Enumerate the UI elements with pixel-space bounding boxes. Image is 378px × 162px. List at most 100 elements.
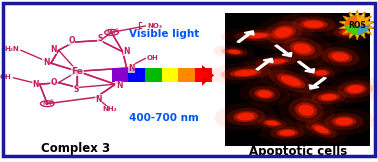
Text: NH: NH	[107, 30, 116, 35]
FancyArrow shape	[309, 77, 326, 89]
Ellipse shape	[308, 67, 335, 79]
Ellipse shape	[279, 130, 295, 136]
Text: 400-700 nm: 400-700 nm	[130, 113, 199, 123]
Ellipse shape	[243, 53, 309, 70]
Ellipse shape	[277, 74, 305, 88]
Ellipse shape	[221, 47, 248, 56]
Ellipse shape	[321, 94, 337, 100]
Ellipse shape	[263, 120, 281, 127]
Text: OH: OH	[146, 54, 158, 61]
Ellipse shape	[276, 129, 298, 137]
FancyArrow shape	[297, 61, 314, 73]
Ellipse shape	[206, 62, 285, 84]
Text: OH: OH	[0, 74, 12, 80]
Polygon shape	[344, 25, 357, 35]
Ellipse shape	[332, 52, 349, 61]
Ellipse shape	[300, 19, 328, 29]
Ellipse shape	[296, 116, 346, 143]
FancyArrow shape	[237, 31, 254, 42]
Ellipse shape	[281, 76, 301, 86]
FancyArrow shape	[275, 45, 292, 57]
Ellipse shape	[234, 30, 280, 41]
Ellipse shape	[255, 63, 327, 99]
Text: ⊕: ⊕	[50, 99, 54, 104]
Bar	[178, 68, 195, 82]
Ellipse shape	[270, 126, 305, 139]
Ellipse shape	[264, 21, 303, 44]
Ellipse shape	[268, 69, 314, 93]
Ellipse shape	[313, 69, 330, 76]
Text: N: N	[50, 45, 57, 54]
Text: ROS: ROS	[349, 21, 366, 30]
Ellipse shape	[230, 69, 262, 77]
Ellipse shape	[290, 41, 315, 56]
Ellipse shape	[275, 27, 292, 37]
Text: NH₂: NH₂	[102, 106, 117, 112]
Ellipse shape	[325, 23, 371, 42]
Ellipse shape	[304, 21, 324, 28]
Ellipse shape	[314, 126, 328, 133]
Text: NH: NH	[43, 101, 52, 106]
Ellipse shape	[301, 86, 357, 108]
Ellipse shape	[321, 47, 359, 66]
Bar	[128, 68, 145, 82]
Ellipse shape	[239, 81, 290, 107]
Ellipse shape	[213, 45, 256, 59]
Bar	[145, 68, 162, 82]
Ellipse shape	[298, 105, 314, 116]
Text: N: N	[116, 81, 122, 90]
Ellipse shape	[215, 103, 277, 130]
Text: O: O	[68, 36, 75, 45]
Ellipse shape	[328, 51, 352, 63]
Ellipse shape	[233, 111, 258, 122]
Ellipse shape	[300, 64, 342, 82]
Ellipse shape	[266, 59, 285, 64]
Ellipse shape	[243, 32, 271, 39]
Text: Fe: Fe	[71, 67, 84, 76]
Ellipse shape	[293, 43, 311, 54]
Ellipse shape	[306, 121, 337, 138]
Text: N: N	[128, 64, 135, 73]
Ellipse shape	[311, 124, 331, 135]
Ellipse shape	[253, 15, 314, 50]
Ellipse shape	[332, 116, 356, 127]
Ellipse shape	[347, 85, 363, 93]
Polygon shape	[339, 11, 375, 40]
Ellipse shape	[255, 56, 297, 67]
Ellipse shape	[311, 90, 346, 104]
Ellipse shape	[226, 49, 243, 55]
Ellipse shape	[249, 115, 295, 132]
Ellipse shape	[279, 12, 349, 37]
Ellipse shape	[292, 16, 336, 32]
FancyArrow shape	[202, 65, 214, 86]
Polygon shape	[357, 15, 370, 25]
Ellipse shape	[318, 93, 340, 102]
Text: N: N	[43, 58, 50, 67]
Bar	[225, 13, 370, 146]
Text: N: N	[123, 46, 130, 56]
Ellipse shape	[260, 123, 315, 143]
Ellipse shape	[271, 25, 296, 40]
Ellipse shape	[266, 121, 279, 126]
Ellipse shape	[315, 70, 327, 75]
Text: S: S	[73, 85, 79, 94]
Ellipse shape	[313, 108, 375, 135]
Bar	[195, 68, 212, 82]
Text: NO₃: NO₃	[147, 23, 163, 29]
Polygon shape	[357, 25, 370, 35]
Polygon shape	[344, 15, 357, 25]
Ellipse shape	[310, 42, 371, 72]
Text: Visible light: Visible light	[129, 29, 200, 39]
Ellipse shape	[295, 103, 318, 118]
Ellipse shape	[339, 29, 357, 36]
Text: ⊕: ⊕	[115, 28, 118, 33]
Text: O: O	[51, 78, 57, 87]
Bar	[162, 68, 178, 82]
Ellipse shape	[254, 89, 275, 99]
Ellipse shape	[327, 75, 378, 103]
Ellipse shape	[263, 58, 289, 65]
Text: N: N	[32, 80, 39, 89]
Text: S: S	[98, 34, 103, 43]
Ellipse shape	[221, 27, 293, 44]
Ellipse shape	[258, 118, 287, 128]
